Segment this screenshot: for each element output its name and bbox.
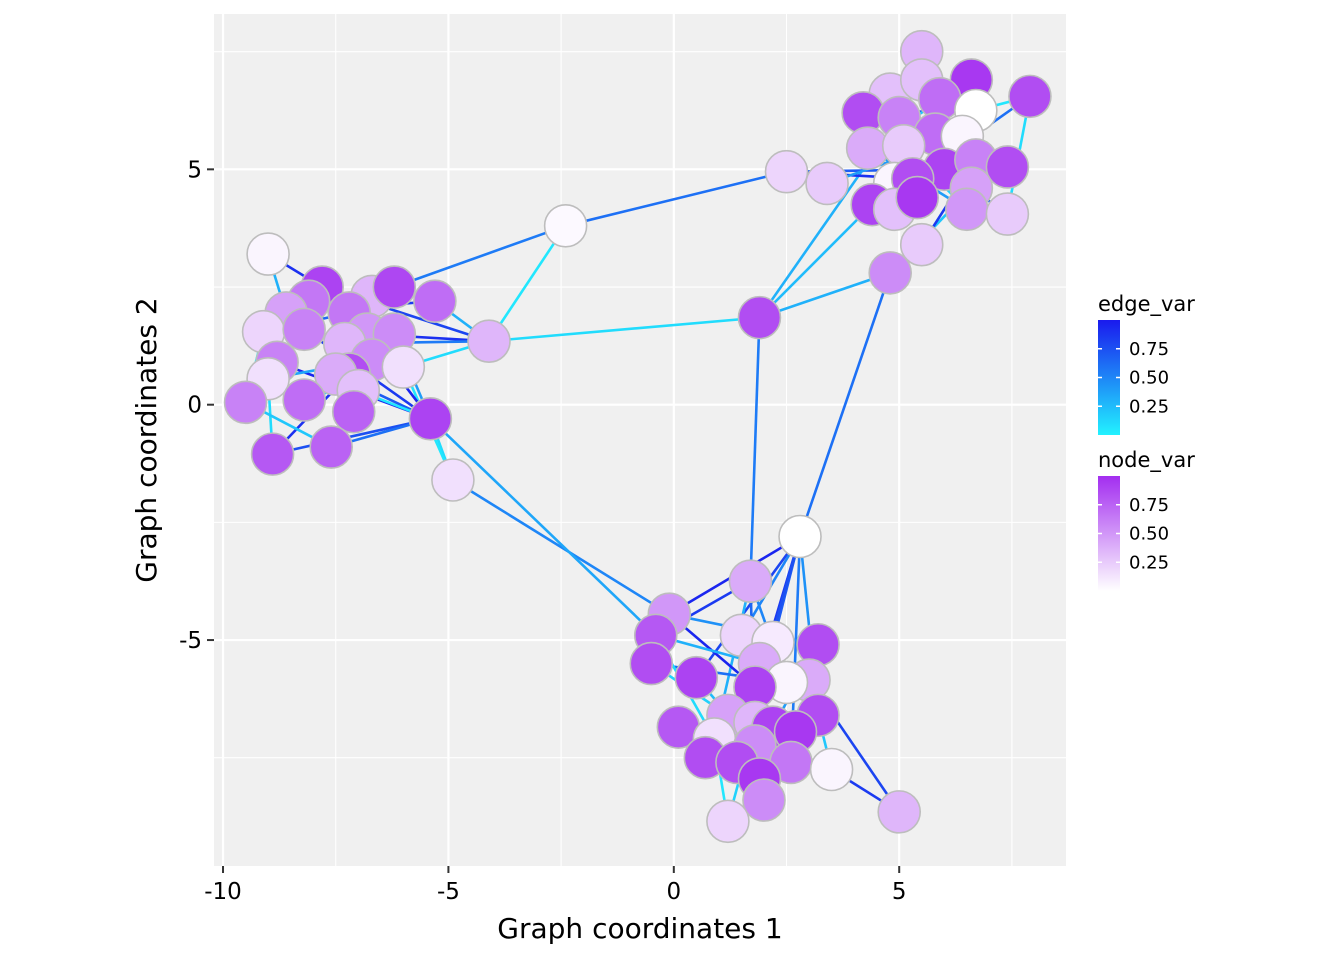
graph-edge bbox=[393, 224, 567, 289]
graph-node bbox=[674, 655, 719, 700]
graph-node bbox=[331, 389, 376, 434]
graph-node bbox=[372, 265, 417, 309]
legend-tick-label: 0.75 bbox=[1129, 495, 1169, 516]
legend-edge-title: edge_var bbox=[1098, 292, 1195, 317]
graph-node bbox=[250, 432, 295, 476]
legend-tick-label: 0.75 bbox=[1129, 339, 1169, 360]
x-axis: -10 -5 0 5 bbox=[204, 866, 907, 905]
graph-node bbox=[282, 307, 326, 352]
graph-node bbox=[868, 251, 912, 295]
graph-node bbox=[467, 319, 511, 363]
x-tick-label: 0 bbox=[666, 879, 681, 905]
graph-edge bbox=[758, 203, 874, 319]
graph-node bbox=[805, 161, 849, 206]
graph-node bbox=[309, 425, 354, 469]
nodes-layer bbox=[223, 29, 1052, 844]
x-tick-label: -5 bbox=[437, 879, 460, 905]
graph-node bbox=[381, 345, 426, 389]
legend-edge-ticks: 0.75 0.50 0.25 bbox=[1098, 339, 1169, 417]
graph-node bbox=[778, 514, 822, 559]
graph-node bbox=[877, 790, 922, 834]
graph-edge bbox=[749, 317, 761, 582]
graph-node bbox=[728, 559, 773, 604]
graph-edge bbox=[488, 316, 760, 343]
graph-edge bbox=[487, 225, 567, 342]
graph-node bbox=[899, 222, 944, 267]
y-tick-label: 0 bbox=[187, 393, 202, 419]
graph-node bbox=[809, 747, 854, 792]
legend-node-colorbar bbox=[1098, 476, 1120, 591]
legend-node-ticks: 0.75 0.50 0.25 bbox=[1098, 495, 1169, 573]
x-axis-title: Graph coordinates 1 bbox=[497, 912, 782, 945]
y-tick-label: 5 bbox=[187, 157, 202, 183]
legend-node-var: node_var 0.75 0.50 0.25 bbox=[1098, 448, 1195, 591]
graph-node bbox=[742, 778, 786, 822]
graph-node bbox=[764, 149, 809, 194]
legend-node-title: node_var bbox=[1098, 448, 1195, 473]
graph-edge bbox=[452, 478, 670, 616]
graph-node bbox=[282, 378, 326, 422]
legend-tick-label: 0.25 bbox=[1129, 396, 1169, 417]
graph-edge bbox=[429, 417, 657, 637]
graph-node bbox=[737, 295, 782, 340]
graph-node bbox=[945, 187, 989, 232]
graph-node bbox=[413, 279, 457, 323]
graph-edge bbox=[272, 417, 431, 456]
graph-node bbox=[1008, 74, 1052, 119]
graph-node bbox=[431, 458, 475, 502]
graph-node bbox=[895, 175, 940, 220]
y-axis: -5 0 5 bbox=[179, 157, 214, 654]
graph-edge bbox=[798, 272, 892, 537]
x-tick-label: -10 bbox=[204, 879, 242, 905]
graph-node bbox=[408, 397, 453, 441]
y-tick-label: -5 bbox=[179, 628, 202, 654]
graph-node bbox=[985, 192, 1030, 236]
graph-edge bbox=[759, 271, 891, 319]
legend-tick-label: 0.50 bbox=[1129, 524, 1169, 545]
graph-node bbox=[629, 641, 674, 686]
y-axis-title: Graph coordinates 2 bbox=[130, 297, 163, 582]
legend-edge-var: edge_var 0.75 0.50 0.25 bbox=[1098, 292, 1195, 435]
graph-node bbox=[246, 232, 290, 276]
legend-tick-label: 0.50 bbox=[1129, 368, 1169, 389]
graph-edge bbox=[565, 170, 787, 228]
graph-edge bbox=[695, 535, 802, 679]
legend-tick-label: 0.25 bbox=[1129, 552, 1169, 573]
legend-edge-colorbar bbox=[1098, 320, 1120, 435]
graph-node bbox=[706, 799, 750, 844]
graph-node bbox=[223, 380, 268, 425]
graph-node bbox=[985, 145, 1030, 189]
x-tick-label: 5 bbox=[892, 879, 907, 905]
graph-node bbox=[543, 204, 588, 248]
